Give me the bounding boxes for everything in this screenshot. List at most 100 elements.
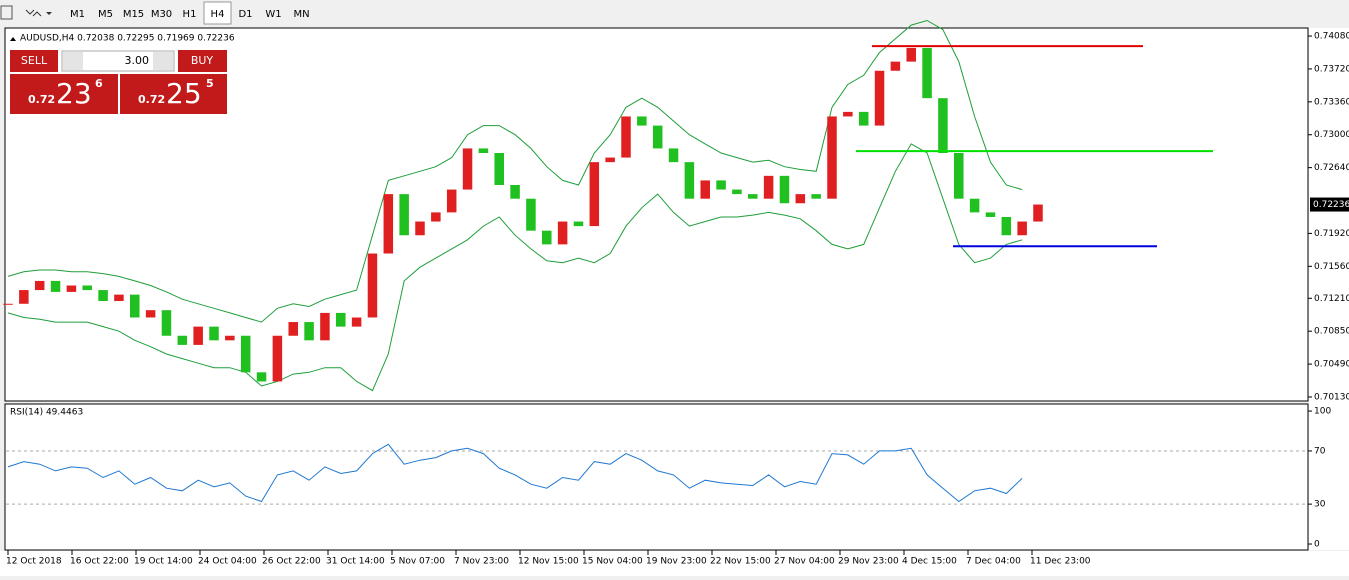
candle xyxy=(288,322,298,336)
candle xyxy=(50,280,61,292)
candle xyxy=(843,111,853,117)
candle xyxy=(114,294,124,302)
lots-up[interactable] xyxy=(153,52,173,70)
timeframe-label[interactable]: M5 xyxy=(98,9,113,20)
candle xyxy=(367,253,378,318)
rsi-line xyxy=(7,443,1023,503)
timeframe-button[interactable] xyxy=(203,1,232,25)
candle xyxy=(34,280,45,291)
candle xyxy=(716,180,726,190)
candle xyxy=(779,175,790,204)
candle xyxy=(161,310,172,336)
timeframe-label[interactable]: H4 xyxy=(211,9,225,20)
candle xyxy=(130,294,140,318)
candle xyxy=(399,194,409,236)
candle xyxy=(177,335,188,345)
candle xyxy=(858,111,869,126)
y-tick-label: 0.71210 xyxy=(1314,294,1349,304)
timeframe-label[interactable]: D1 xyxy=(238,9,252,20)
candle xyxy=(969,198,980,213)
candle xyxy=(811,194,821,199)
rsi-tick-label: 30 xyxy=(1314,500,1326,510)
y-tick-label: 0.73000 xyxy=(1314,130,1349,140)
ask-box[interactable] xyxy=(120,74,227,114)
timeframe-button[interactable] xyxy=(64,2,91,24)
timeframe-label[interactable]: H1 xyxy=(183,9,197,20)
x-tick-label: 5 Nov 07:00 xyxy=(390,557,445,567)
candle xyxy=(589,162,600,227)
candle xyxy=(256,372,267,382)
x-tick-label: 12 Oct 2018 xyxy=(6,557,62,567)
trade-panel: SELL 3.00 BUY 0.72 23 6 0.72 25 5 xyxy=(9,49,228,114)
timeframe-button[interactable] xyxy=(176,2,203,24)
timeframe-button[interactable] xyxy=(288,2,315,24)
candle xyxy=(145,310,156,318)
rsi-tick-label: 0 xyxy=(1314,540,1320,550)
bid-box[interactable] xyxy=(10,74,118,114)
timeframe-button[interactable] xyxy=(260,2,287,24)
bollinger-band xyxy=(7,19,1023,323)
rsi-header: RSI(14) 49.4463 xyxy=(10,408,83,418)
candle xyxy=(494,153,504,185)
timeframe-label[interactable]: M30 xyxy=(151,9,172,20)
x-tick-label: 15 Nov 04:00 xyxy=(582,557,643,567)
x-tick-label: 11 Dec 23:00 xyxy=(1030,557,1091,567)
timeframe-button[interactable] xyxy=(232,2,259,24)
timeframe-label[interactable]: W1 xyxy=(265,9,281,20)
y-tick-label: 0.70850 xyxy=(1314,327,1349,337)
y-tick-label: 0.70490 xyxy=(1314,360,1349,370)
x-tick-label: 12 Nov 15:00 xyxy=(518,557,579,567)
candle xyxy=(431,212,441,222)
timeframe-label[interactable]: MN xyxy=(293,9,309,20)
y-tick-label: 0.71920 xyxy=(1314,229,1349,239)
timeframe-button[interactable] xyxy=(120,2,147,24)
y-tick-label: 0.72640 xyxy=(1314,163,1349,173)
lots-value[interactable]: 3.00 xyxy=(125,54,150,67)
sell-button[interactable] xyxy=(10,50,58,72)
x-tick-label: 22 Nov 15:00 xyxy=(710,557,771,567)
candle xyxy=(668,148,679,163)
rsi-tick-label: 70 xyxy=(1314,446,1326,456)
x-tick-label: 29 Nov 23:00 xyxy=(838,557,899,567)
candle xyxy=(415,221,425,236)
candle xyxy=(1033,204,1043,222)
candle xyxy=(637,116,647,126)
buy-button[interactable] xyxy=(178,50,227,72)
timeframe-button[interactable] xyxy=(92,2,119,24)
candle xyxy=(700,180,710,199)
timeframe-button[interactable] xyxy=(148,2,175,24)
y-tick-label: 0.70130 xyxy=(1314,392,1349,402)
lots-down[interactable] xyxy=(63,52,83,70)
candle xyxy=(874,70,885,126)
price-panel xyxy=(4,27,1309,402)
candle xyxy=(82,285,92,291)
candle xyxy=(209,326,219,341)
timeframe-label[interactable]: M15 xyxy=(123,9,144,20)
candle xyxy=(922,47,932,99)
candle xyxy=(890,61,901,71)
toolbar-icon[interactable] xyxy=(25,9,42,17)
candle xyxy=(304,322,314,341)
timeframe-label[interactable]: M1 xyxy=(70,9,85,20)
candle xyxy=(510,184,520,199)
rsi-tick-label: 100 xyxy=(1314,407,1331,417)
candle xyxy=(383,194,394,254)
candle xyxy=(985,212,996,217)
candle xyxy=(462,148,473,190)
candle xyxy=(652,125,663,149)
buy-label[interactable]: BUY xyxy=(191,54,214,67)
candle xyxy=(98,290,108,302)
chart-header: AUDUSD,H4 0.72038 0.72295 0.71969 0.7223… xyxy=(20,34,235,44)
candle xyxy=(193,326,203,345)
y-tick-label: 0.71560 xyxy=(1314,262,1349,272)
y-tick-label: 0.73360 xyxy=(1314,97,1349,107)
candle xyxy=(1001,216,1012,236)
bollinger-band xyxy=(7,143,1023,392)
toolbar-icon[interactable] xyxy=(0,5,13,20)
dropdown-arrow[interactable] xyxy=(46,12,52,15)
sell-label[interactable]: SELL xyxy=(21,54,48,67)
x-tick-label: 7 Dec 04:00 xyxy=(966,557,1021,567)
x-tick-label: 27 Nov 04:00 xyxy=(774,557,835,567)
lots-input[interactable] xyxy=(61,50,175,72)
candle xyxy=(573,221,584,227)
